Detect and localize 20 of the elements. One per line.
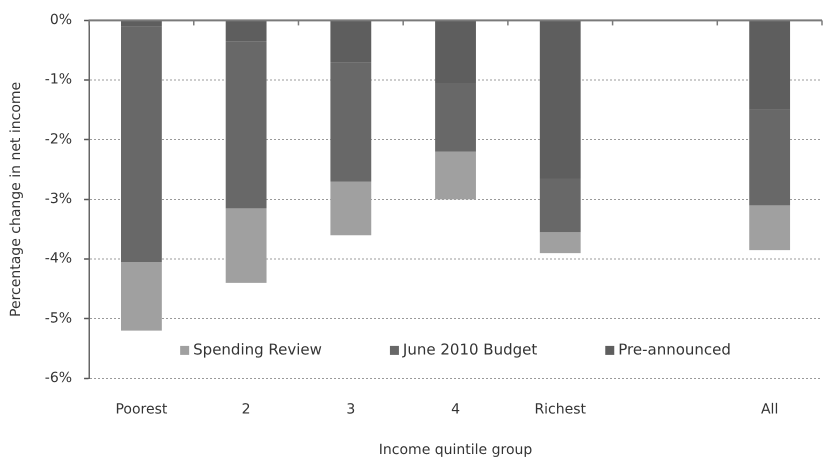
x-tick-label: Richest — [534, 401, 587, 418]
y-tick-label: -5% — [44, 310, 72, 326]
legend-label: Pre-announced — [618, 340, 731, 358]
y-tick-label: -2% — [44, 131, 72, 148]
x-tick-label: 3 — [346, 401, 356, 418]
legend-label: June 2010 Budget — [402, 340, 538, 358]
y-tick-label: -1% — [44, 72, 72, 88]
y-axis-title: Percentage change in net income — [8, 82, 24, 317]
y-tick-label: -4% — [44, 250, 72, 267]
x-tick-label: Poorest — [115, 401, 168, 418]
x-tick-label: 2 — [242, 401, 251, 418]
y-tick-label: -6% — [44, 370, 72, 386]
y-tick-label: -3% — [44, 191, 72, 208]
bar — [540, 232, 581, 254]
x-tick-label: 4 — [451, 401, 460, 418]
x-axis-title: Income quintile group — [378, 442, 532, 458]
bar — [749, 205, 790, 250]
y-tick-label: 0% — [50, 12, 72, 28]
legend-label: Spending Review — [193, 340, 322, 358]
x-tick-label: All — [760, 401, 778, 418]
